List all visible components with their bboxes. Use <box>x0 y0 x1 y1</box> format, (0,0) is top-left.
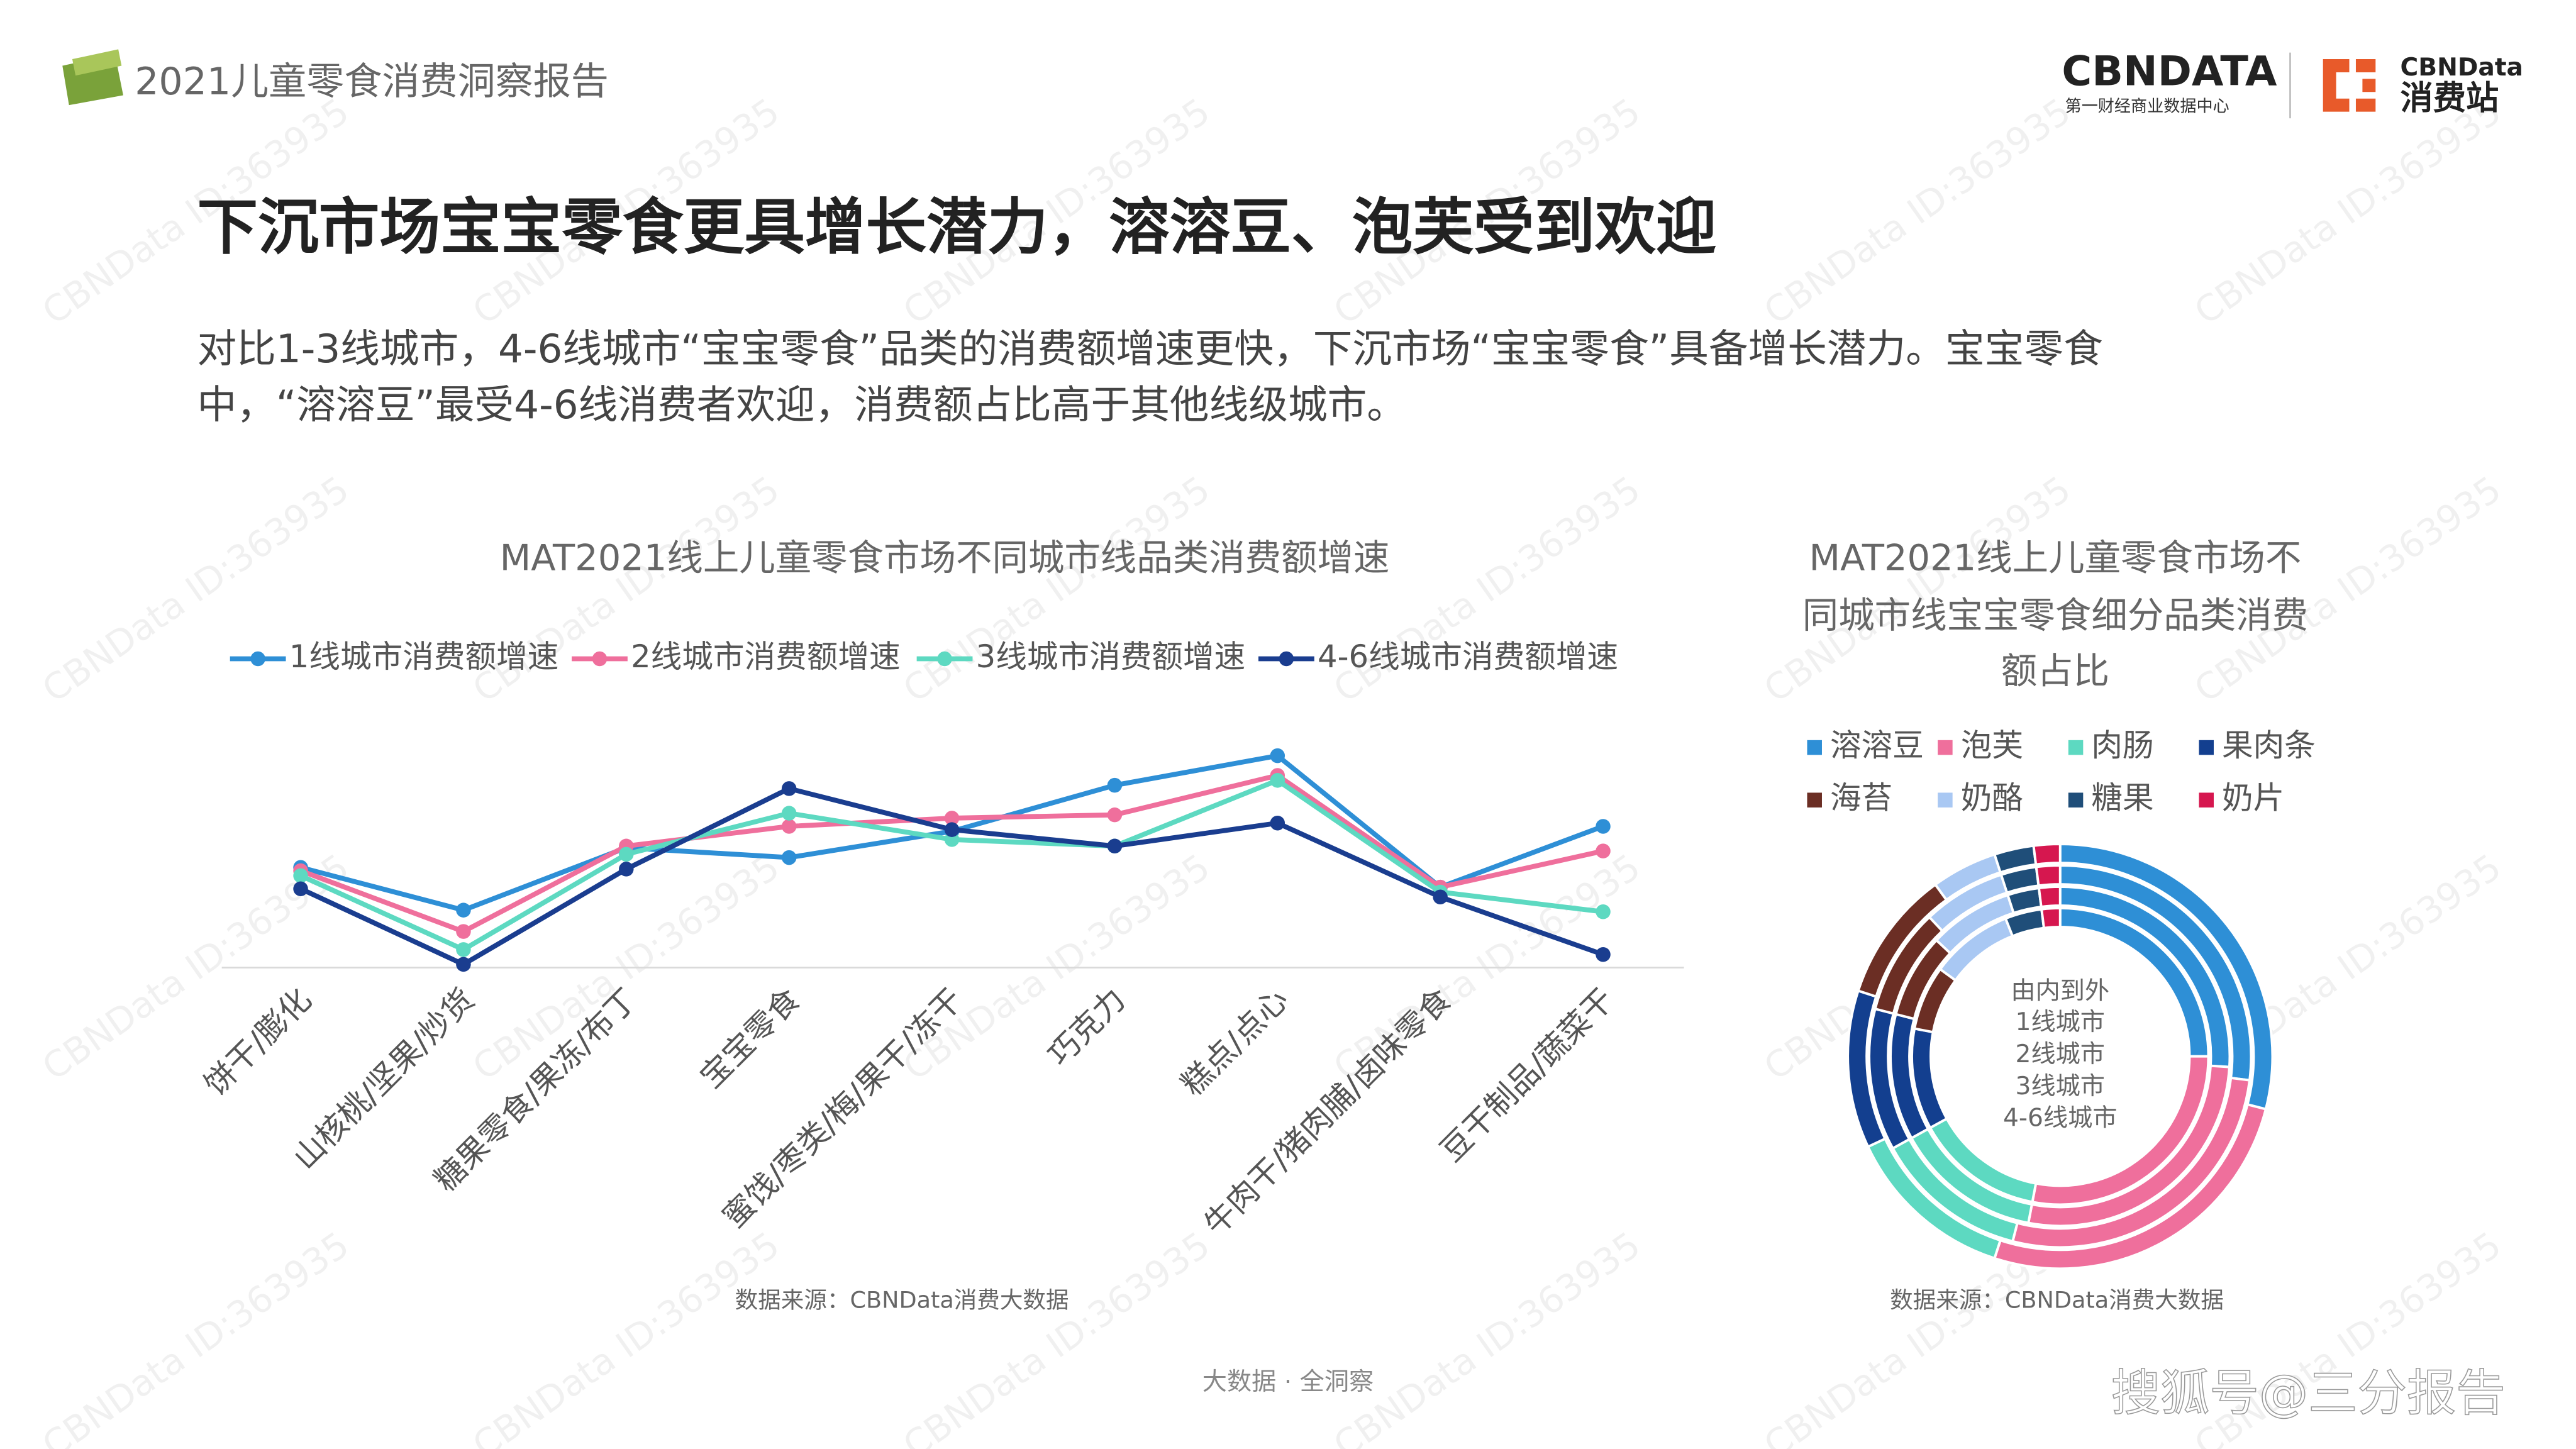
center-label: 2线城市 <box>2016 1040 2105 1069</box>
legend-label: 肉肠 <box>2091 727 2153 763</box>
donut-segment <box>2032 843 2062 866</box>
point <box>1596 819 1611 834</box>
center-label: 由内到外 <box>2011 977 2109 1005</box>
legend-swatch <box>1938 740 1953 755</box>
legend-label: 2线城市消费额增速 <box>631 638 901 675</box>
point <box>619 847 634 862</box>
source-note: 数据来源：CBNData消费大数据 <box>735 1286 1069 1313</box>
legend-label: 奶片 <box>2222 780 2284 816</box>
paragraph-line: 中，“溶溶豆”最受4-6线消费者欢迎，消费额占比高于其他线级城市。 <box>197 382 1406 428</box>
report-title: 2021儿童零食消费洞察报告 <box>135 60 609 104</box>
point <box>1107 838 1123 854</box>
headline: 下沉市场宝宝零食更具增长潜力，溶溶豆、泡芙受到欢迎 <box>197 192 1716 263</box>
legend-swatch <box>1807 792 1822 808</box>
point <box>1107 807 1123 823</box>
legend-swatch <box>1807 740 1822 755</box>
center-label: 3线城市 <box>2016 1072 2105 1101</box>
point <box>456 902 471 918</box>
logo: CBNDATA <box>2062 48 2277 96</box>
point <box>1596 904 1611 919</box>
legend-swatch <box>1938 792 1953 808</box>
center-label: 4-6线城市 <box>2003 1104 2118 1133</box>
legend-marker <box>592 651 608 667</box>
point <box>1270 773 1285 788</box>
center-label: 1线城市 <box>2016 1008 2105 1036</box>
point <box>456 924 471 939</box>
legend-marker <box>1279 651 1294 667</box>
donut-segment <box>2040 906 2062 930</box>
point <box>293 868 308 884</box>
chart-title: MAT2021线上儿童零食市场不 <box>1809 536 2302 579</box>
point <box>619 862 634 877</box>
legend-label: 海苔 <box>1830 780 1892 816</box>
legend-label: 溶溶豆 <box>1830 727 1924 763</box>
paragraph-line: 对比1-3线城市，4-6线城市“宝宝零食”品类的消费额增速更快，下沉市场“宝宝零… <box>197 326 2102 372</box>
logo2-top: CBNData <box>2400 53 2523 82</box>
logo-sub: 第一财经商业数据中心 <box>2065 97 2229 116</box>
logo2-bottom: 消费站 <box>2400 79 2499 117</box>
point <box>781 819 797 834</box>
source-credit: 搜狐号@三分报告 <box>2111 1365 2506 1422</box>
point <box>1596 947 1611 962</box>
point <box>781 850 797 865</box>
donut-segment <box>2035 864 2062 887</box>
chart-title: 同城市线宝宝零食细分品类消费 <box>1802 594 2308 636</box>
chart-title: 额占比 <box>2001 650 2109 692</box>
point <box>1107 777 1123 793</box>
legend-swatch <box>2068 740 2084 755</box>
donut-segment <box>2037 885 2062 909</box>
footer: 大数据 · 全洞察 <box>1202 1368 1374 1396</box>
point <box>781 781 797 796</box>
point <box>456 942 471 957</box>
header-icon <box>72 49 122 76</box>
legend-label: 3线城市消费额增速 <box>976 638 1246 675</box>
point <box>781 806 797 821</box>
legend-label: 糖果 <box>2091 780 2153 816</box>
point <box>1270 815 1285 831</box>
legend-swatch <box>2199 740 2214 755</box>
point <box>944 822 960 837</box>
legend-label: 奶酪 <box>1961 780 2023 816</box>
legend-label: 1线城市消费额增速 <box>289 638 559 675</box>
legend-marker <box>937 651 952 667</box>
point <box>1433 889 1448 905</box>
legend-label: 果肉条 <box>2222 727 2316 763</box>
point <box>293 881 308 896</box>
legend-swatch <box>2068 792 2084 808</box>
legend-swatch <box>2199 792 2214 808</box>
source-note: 数据来源：CBNData消费大数据 <box>1890 1286 2224 1313</box>
chart-title: MAT2021线上儿童零食市场不同城市线品类消费额增速 <box>500 536 1390 579</box>
point <box>944 811 960 826</box>
point <box>1596 843 1611 858</box>
legend-marker <box>250 651 265 667</box>
point <box>456 957 471 972</box>
legend-label: 泡芙 <box>1961 727 2023 763</box>
legend-label: 4-6线城市消费额增速 <box>1318 638 1618 675</box>
point <box>1270 748 1285 763</box>
